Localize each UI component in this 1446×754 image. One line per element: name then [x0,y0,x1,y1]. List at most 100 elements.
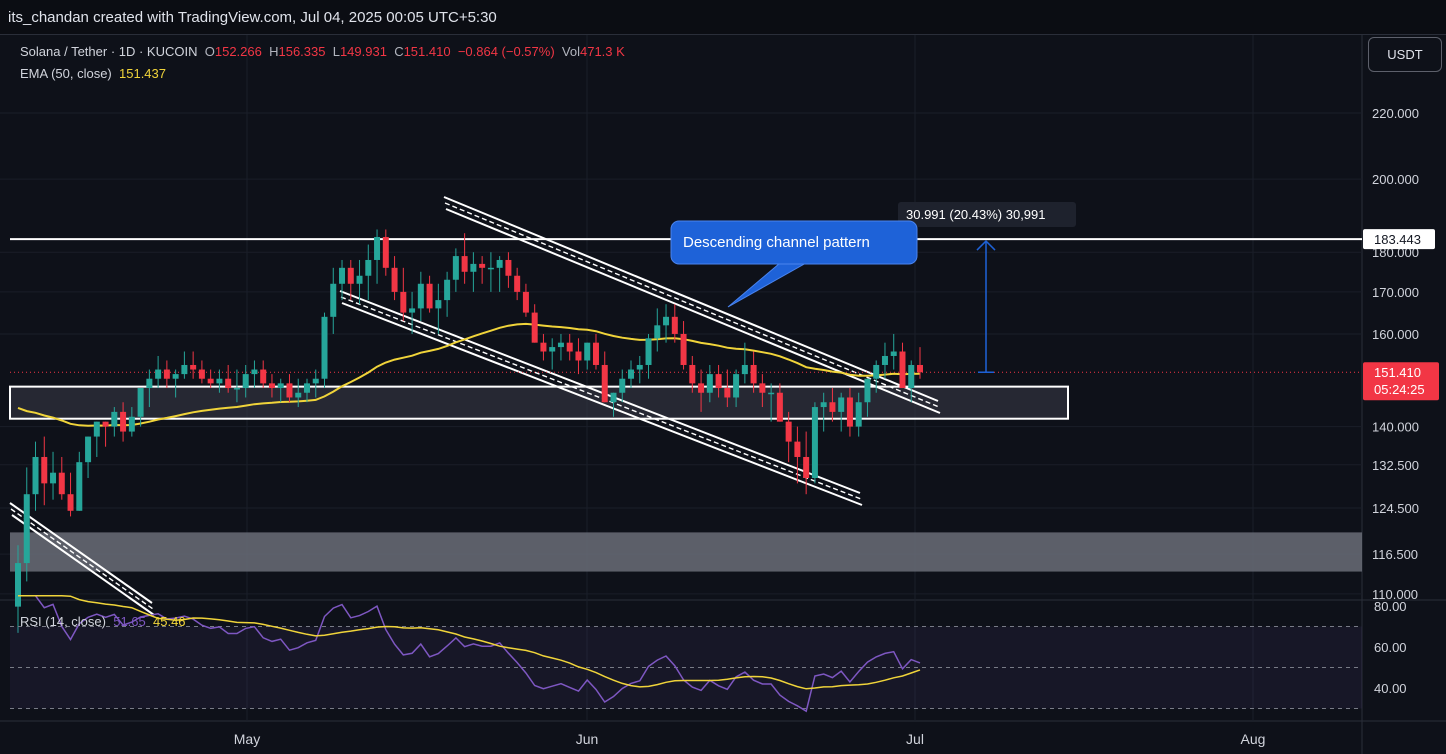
author-bar: its_chandan created with TradingView.com… [0,0,1446,35]
ema-label: EMA (50, close) [20,66,112,81]
candle-body [172,374,179,379]
candle-body [356,275,363,284]
candle-body [619,378,626,393]
candle-body [820,402,827,408]
candle-body [496,259,503,268]
y-tick-label: 140.000 [1372,420,1419,435]
channel-line [11,514,155,616]
rsi-tick-label: 40.00 [1374,681,1407,696]
candle-body [794,441,801,457]
candle-body [225,378,232,389]
callout-text: Descending channel pattern [683,234,870,251]
candle-body [750,364,757,384]
volume-value: 471.3 K [579,44,625,59]
candle-body [601,364,608,403]
low-label: L [332,44,340,59]
candle-body [435,300,442,309]
candle-body [374,236,381,260]
candle-body [251,369,258,375]
low-value: 149.931 [339,44,387,59]
candle-body [461,256,468,272]
candle-body [155,369,162,379]
candle-body [365,259,372,276]
candle-body [838,397,845,412]
candle-body [741,364,748,375]
candle-body [339,267,346,284]
candle-body [426,283,433,309]
candle-body [671,316,678,334]
high-value: 156.335 [278,44,326,59]
channel-upper [443,196,941,414]
callout-pointer [727,262,808,308]
candle-body [295,392,302,398]
candle-body [759,383,766,393]
candle-body [592,342,599,365]
channel-dash [10,508,154,610]
y-tick-label: 116.500 [1372,547,1418,562]
candle-body [181,364,188,375]
candle-body [487,267,494,270]
x-tick-label: May [234,731,260,747]
candle-body [724,388,731,398]
candle-body [120,411,127,432]
y-tick-label: 132.500 [1372,458,1419,473]
open-value: 152.266 [214,44,262,59]
candle-body [890,351,897,356]
rsi-ma-value: 45.46 [153,614,186,629]
candle-body [522,291,529,313]
y-tick-label: 170.000 [1372,285,1419,300]
candle-body [382,236,389,268]
candle-body [680,333,687,365]
channel-line [445,208,941,414]
candle-body [768,392,775,395]
candle-body [198,369,205,379]
y-tick-label: 124.500 [1372,501,1419,516]
candle-body [479,263,486,268]
candle-body [855,402,862,427]
candle-body [67,494,74,511]
candle-body [111,411,118,427]
candle-body [715,374,722,389]
candle-body [514,275,521,292]
candle-body [58,472,65,495]
candle-body [417,283,424,309]
rsi-ma-line [18,595,921,690]
rsi-value: 51.65 [113,614,146,629]
channel-dash [340,296,862,500]
symbol-label: Solana / Tether · 1D · KUCOIN [20,44,198,59]
change-value: −0.864 (−0.57%) [457,44,555,59]
candle-body [32,456,39,495]
callout-box [670,220,918,265]
candle-body [391,267,398,292]
candle-body [636,364,643,370]
ema-legend: EMA (50, close) 151.437 [20,66,166,81]
currency-button[interactable]: USDT [1368,37,1442,72]
candle-body [549,347,556,352]
candle-body [470,263,477,272]
y-tick-label: 200.000 [1372,172,1419,187]
channel-lower [339,290,863,506]
price-chart[interactable]: May Jun Jul Aug220.000200.000180.000170.000… [0,35,1446,754]
channel-line [443,196,939,402]
candle-body [76,462,83,511]
x-tick-label: Jun [576,731,599,747]
candle-body [330,283,337,317]
candle-body [628,369,635,379]
candle-body [689,364,696,384]
candle-body [444,279,451,301]
ema-line [17,322,921,427]
candle-body [128,416,135,432]
candle-body [102,421,109,427]
candle-body [303,383,310,393]
channel-line [9,502,153,604]
support-box [9,385,1069,420]
open-label: O [204,44,215,59]
candle-body [706,374,713,393]
candle-body [776,392,783,422]
candle-body [137,388,144,417]
candle-body [881,355,888,365]
rsi-legend: RSI (14, close) 51.65 45.46 [20,614,186,629]
channel-line [339,290,861,494]
candle-body [610,392,617,403]
measure-arrow-head [976,240,996,251]
